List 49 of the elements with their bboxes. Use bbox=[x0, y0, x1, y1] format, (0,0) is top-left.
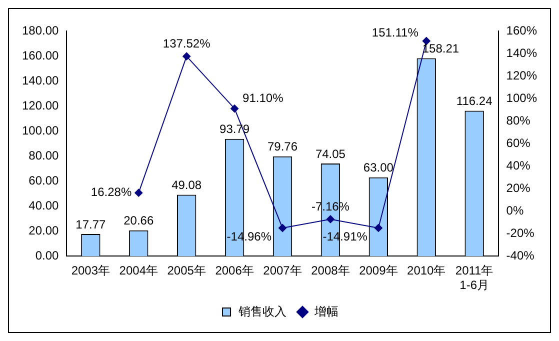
x-tick-label: 2010年 bbox=[407, 264, 446, 278]
x-tick-label: 2011年 1-6月 bbox=[455, 264, 494, 292]
y-tick-label: 140.00 bbox=[22, 73, 60, 88]
y2-tick-label: 20% bbox=[506, 180, 531, 195]
legend-label: 销售收入 bbox=[238, 304, 286, 318]
y2-tick-label: 100% bbox=[506, 90, 538, 105]
y-tick-label: 100.00 bbox=[22, 123, 60, 138]
x-tick-label: 2009年 bbox=[359, 264, 398, 278]
y2-tick-label: -40% bbox=[506, 248, 535, 263]
y2-tick-label: 40% bbox=[506, 158, 531, 172]
data-label: 17.77 bbox=[76, 217, 106, 232]
y-tick-label: 0.00 bbox=[35, 248, 60, 263]
legend-label: 增幅 bbox=[314, 304, 338, 318]
y-tick-label: 60.00 bbox=[28, 173, 60, 188]
point bbox=[134, 188, 143, 197]
y-tick-label: 20.00 bbox=[28, 223, 60, 238]
data-label: 137.52% bbox=[162, 36, 211, 51]
x-tick-label: 2004年 bbox=[119, 264, 158, 278]
point bbox=[374, 224, 382, 232]
y-tick-label: 120.00 bbox=[22, 98, 60, 112]
x-tick-label: 2003年 bbox=[71, 264, 110, 278]
y2-tick-label: 120% bbox=[506, 68, 538, 82]
data-label: 20.66 bbox=[124, 214, 154, 228]
point bbox=[278, 224, 287, 232]
y2-tick-label: 0% bbox=[506, 203, 524, 218]
y-tick-label: 80.00 bbox=[28, 148, 60, 162]
data-label: 79.76 bbox=[267, 140, 298, 154]
data-label: 16.28% bbox=[90, 185, 132, 200]
x-tick-label: 2008年 bbox=[311, 264, 350, 278]
point bbox=[230, 104, 239, 113]
x-tick-label: 2007年 bbox=[263, 264, 302, 278]
data-label: 74.05 bbox=[315, 146, 346, 161]
y2-tick-label: 140% bbox=[506, 46, 538, 60]
x-tick-label: 2005年 bbox=[167, 264, 206, 278]
data-label: 116.24 bbox=[456, 94, 493, 108]
y-tick-label: 160.00 bbox=[22, 48, 60, 62]
y2-tick-label: 80% bbox=[506, 113, 531, 128]
data-label: 63.00 bbox=[363, 160, 394, 175]
x-tick-label: 2006年 bbox=[215, 264, 254, 278]
y-tick-label: 40.00 bbox=[28, 198, 60, 212]
y2-tick-label: -20% bbox=[506, 226, 535, 240]
y-tick-label: 180.00 bbox=[22, 23, 60, 38]
data-label: 151.11% bbox=[372, 25, 419, 40]
y2-tick-label: 60% bbox=[506, 136, 531, 150]
data-label: 49.08 bbox=[172, 178, 202, 192]
point bbox=[182, 52, 191, 60]
y2-tick-label: 160% bbox=[506, 23, 538, 38]
data-label: 91.10% bbox=[242, 90, 284, 105]
point bbox=[326, 215, 334, 224]
